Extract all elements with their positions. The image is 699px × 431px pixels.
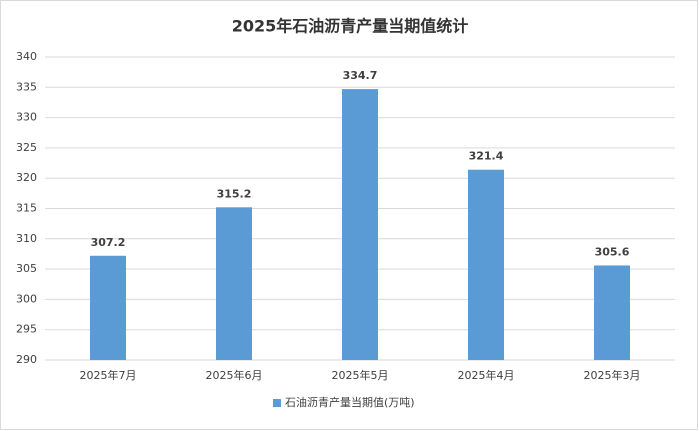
bar [90, 255, 126, 360]
y-tick-label: 310 [16, 232, 37, 245]
legend-swatch [273, 399, 281, 407]
legend-label: 石油沥青产量当期值(万吨) [285, 395, 415, 409]
x-tick-label: 2025年3月 [584, 368, 641, 382]
x-tick-label: 2025年4月 [458, 368, 515, 382]
data-label: 307.2 [91, 236, 126, 249]
y-tick-label: 300 [16, 292, 37, 305]
data-label: 321.4 [469, 150, 504, 163]
data-label: 305.6 [595, 245, 630, 258]
y-tick-label: 315 [16, 202, 37, 215]
bar [216, 207, 252, 360]
y-tick-label: 295 [16, 323, 37, 336]
bar [594, 265, 630, 360]
y-tick-label: 325 [16, 141, 37, 154]
chart-title: 2025年石油沥青产量当期值统计 [232, 17, 469, 36]
x-tick-label: 2025年5月 [332, 368, 389, 382]
data-label: 315.2 [217, 187, 252, 200]
y-tick-label: 320 [16, 171, 37, 184]
y-tick-label: 290 [16, 353, 37, 366]
bar [468, 169, 504, 360]
y-tick-label: 340 [16, 50, 37, 63]
y-tick-label: 335 [16, 80, 37, 93]
bar [342, 89, 378, 361]
data-label: 334.7 [343, 69, 378, 82]
y-tick-label: 305 [16, 262, 37, 275]
x-tick-label: 2025年7月 [80, 368, 137, 382]
y-tick-label: 330 [16, 111, 37, 124]
x-tick-label: 2025年6月 [206, 368, 263, 382]
